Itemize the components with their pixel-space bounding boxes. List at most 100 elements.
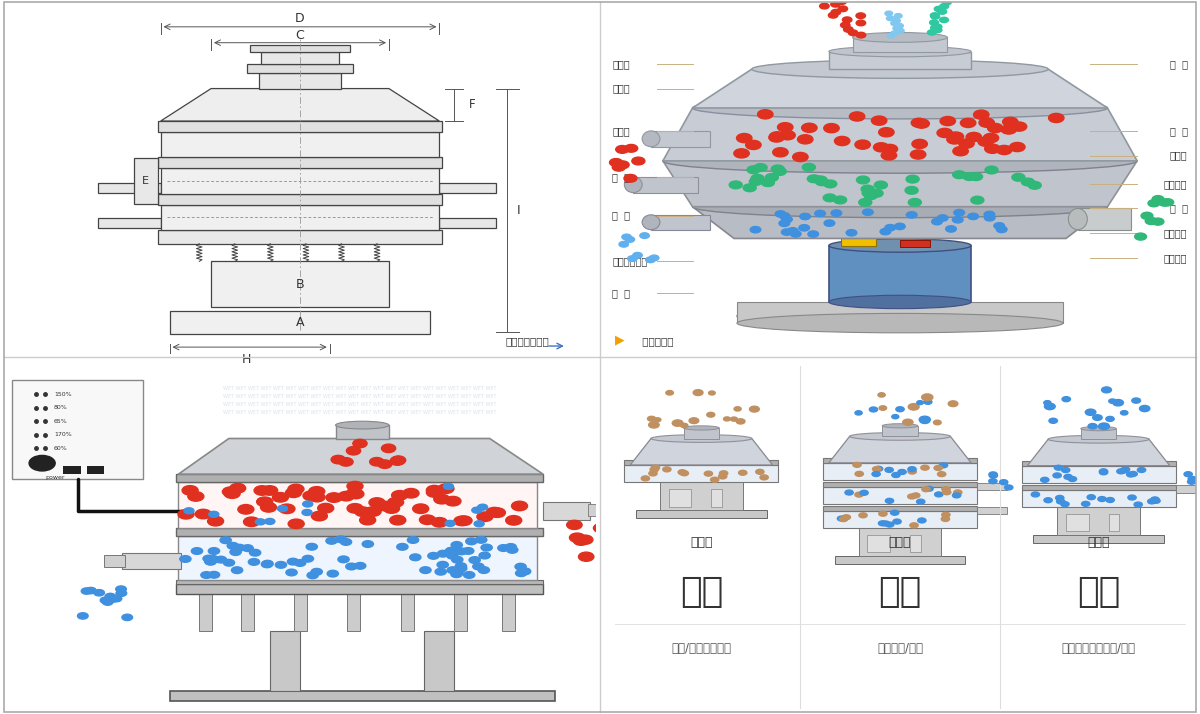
Circle shape bbox=[427, 553, 439, 559]
Circle shape bbox=[256, 519, 265, 525]
Circle shape bbox=[205, 558, 216, 565]
Circle shape bbox=[886, 498, 894, 503]
Circle shape bbox=[856, 20, 865, 26]
Circle shape bbox=[775, 211, 786, 217]
Circle shape bbox=[940, 463, 948, 468]
Circle shape bbox=[947, 135, 962, 144]
Circle shape bbox=[107, 596, 118, 603]
Circle shape bbox=[505, 516, 522, 525]
Circle shape bbox=[286, 488, 301, 498]
Circle shape bbox=[505, 543, 516, 550]
Circle shape bbox=[912, 139, 928, 149]
Circle shape bbox=[925, 486, 934, 491]
Bar bbox=[1078, 208, 1132, 230]
Circle shape bbox=[254, 486, 270, 496]
Text: 80%: 80% bbox=[54, 406, 67, 411]
Ellipse shape bbox=[692, 196, 1108, 218]
Circle shape bbox=[823, 180, 836, 188]
Text: WET WET WET WET WET WET WET WET WET WET WET WET WET WET WET WET WET WET WET WET : WET WET WET WET WET WET WET WET WET WET … bbox=[222, 410, 496, 415]
Bar bbox=[1033, 535, 1164, 543]
Circle shape bbox=[318, 503, 334, 513]
Text: C: C bbox=[295, 29, 305, 42]
Circle shape bbox=[230, 548, 241, 555]
Circle shape bbox=[338, 491, 354, 501]
Circle shape bbox=[1141, 212, 1153, 219]
Circle shape bbox=[209, 548, 220, 554]
Circle shape bbox=[1004, 485, 1013, 490]
Polygon shape bbox=[662, 161, 1138, 207]
Circle shape bbox=[892, 415, 899, 419]
Text: 出料口: 出料口 bbox=[612, 126, 630, 136]
Circle shape bbox=[689, 418, 698, 423]
Ellipse shape bbox=[1081, 426, 1116, 431]
Circle shape bbox=[931, 218, 942, 225]
Circle shape bbox=[937, 129, 953, 138]
Circle shape bbox=[970, 173, 983, 181]
Bar bbox=[1021, 490, 1176, 506]
Text: 结构示意图: 结构示意图 bbox=[640, 336, 673, 346]
Circle shape bbox=[857, 32, 865, 38]
Circle shape bbox=[223, 559, 235, 566]
Bar bbox=[161, 169, 439, 193]
Text: 束  环: 束 环 bbox=[612, 172, 630, 182]
Circle shape bbox=[710, 477, 719, 482]
Circle shape bbox=[745, 141, 761, 149]
Circle shape bbox=[1145, 218, 1157, 224]
Bar bbox=[636, 510, 767, 518]
Circle shape bbox=[286, 569, 298, 575]
Circle shape bbox=[242, 545, 253, 551]
Circle shape bbox=[988, 124, 1003, 133]
Circle shape bbox=[720, 471, 727, 476]
Ellipse shape bbox=[662, 149, 1138, 174]
Circle shape bbox=[719, 474, 727, 479]
Circle shape bbox=[842, 515, 851, 520]
Circle shape bbox=[756, 469, 764, 474]
Circle shape bbox=[474, 521, 484, 527]
Circle shape bbox=[1081, 501, 1090, 506]
Bar bbox=[634, 177, 698, 193]
Circle shape bbox=[632, 253, 642, 258]
Circle shape bbox=[707, 413, 715, 417]
Bar bbox=[157, 193, 443, 205]
Circle shape bbox=[1062, 468, 1070, 473]
Circle shape bbox=[893, 26, 901, 31]
Circle shape bbox=[224, 489, 240, 498]
Circle shape bbox=[737, 419, 745, 424]
Circle shape bbox=[854, 140, 870, 149]
Ellipse shape bbox=[737, 313, 1063, 333]
Circle shape bbox=[978, 137, 994, 146]
Circle shape bbox=[894, 14, 902, 18]
Circle shape bbox=[983, 134, 998, 143]
Circle shape bbox=[475, 536, 487, 543]
Circle shape bbox=[302, 491, 319, 501]
Circle shape bbox=[823, 194, 836, 202]
Circle shape bbox=[191, 548, 203, 554]
Circle shape bbox=[650, 467, 659, 472]
Circle shape bbox=[1162, 198, 1174, 206]
Circle shape bbox=[262, 561, 272, 568]
Circle shape bbox=[434, 494, 450, 504]
Circle shape bbox=[832, 210, 841, 216]
Circle shape bbox=[960, 119, 976, 128]
Circle shape bbox=[680, 471, 689, 476]
Ellipse shape bbox=[652, 435, 752, 443]
Circle shape bbox=[839, 517, 847, 522]
Circle shape bbox=[577, 535, 593, 544]
Circle shape bbox=[288, 484, 304, 494]
Text: 颗粒/粉末准确分级: 颗粒/粉末准确分级 bbox=[672, 642, 732, 655]
Circle shape bbox=[200, 572, 212, 578]
Circle shape bbox=[678, 470, 686, 475]
Circle shape bbox=[574, 536, 589, 545]
Bar bbox=[12, 381, 143, 479]
Circle shape bbox=[979, 118, 995, 127]
Circle shape bbox=[890, 21, 899, 26]
Circle shape bbox=[438, 484, 454, 493]
Circle shape bbox=[641, 476, 649, 481]
Circle shape bbox=[294, 560, 306, 566]
Circle shape bbox=[498, 545, 509, 551]
Circle shape bbox=[452, 569, 463, 576]
Circle shape bbox=[82, 588, 92, 594]
Circle shape bbox=[1127, 472, 1135, 477]
Text: H: H bbox=[242, 353, 251, 366]
Circle shape bbox=[910, 523, 918, 528]
